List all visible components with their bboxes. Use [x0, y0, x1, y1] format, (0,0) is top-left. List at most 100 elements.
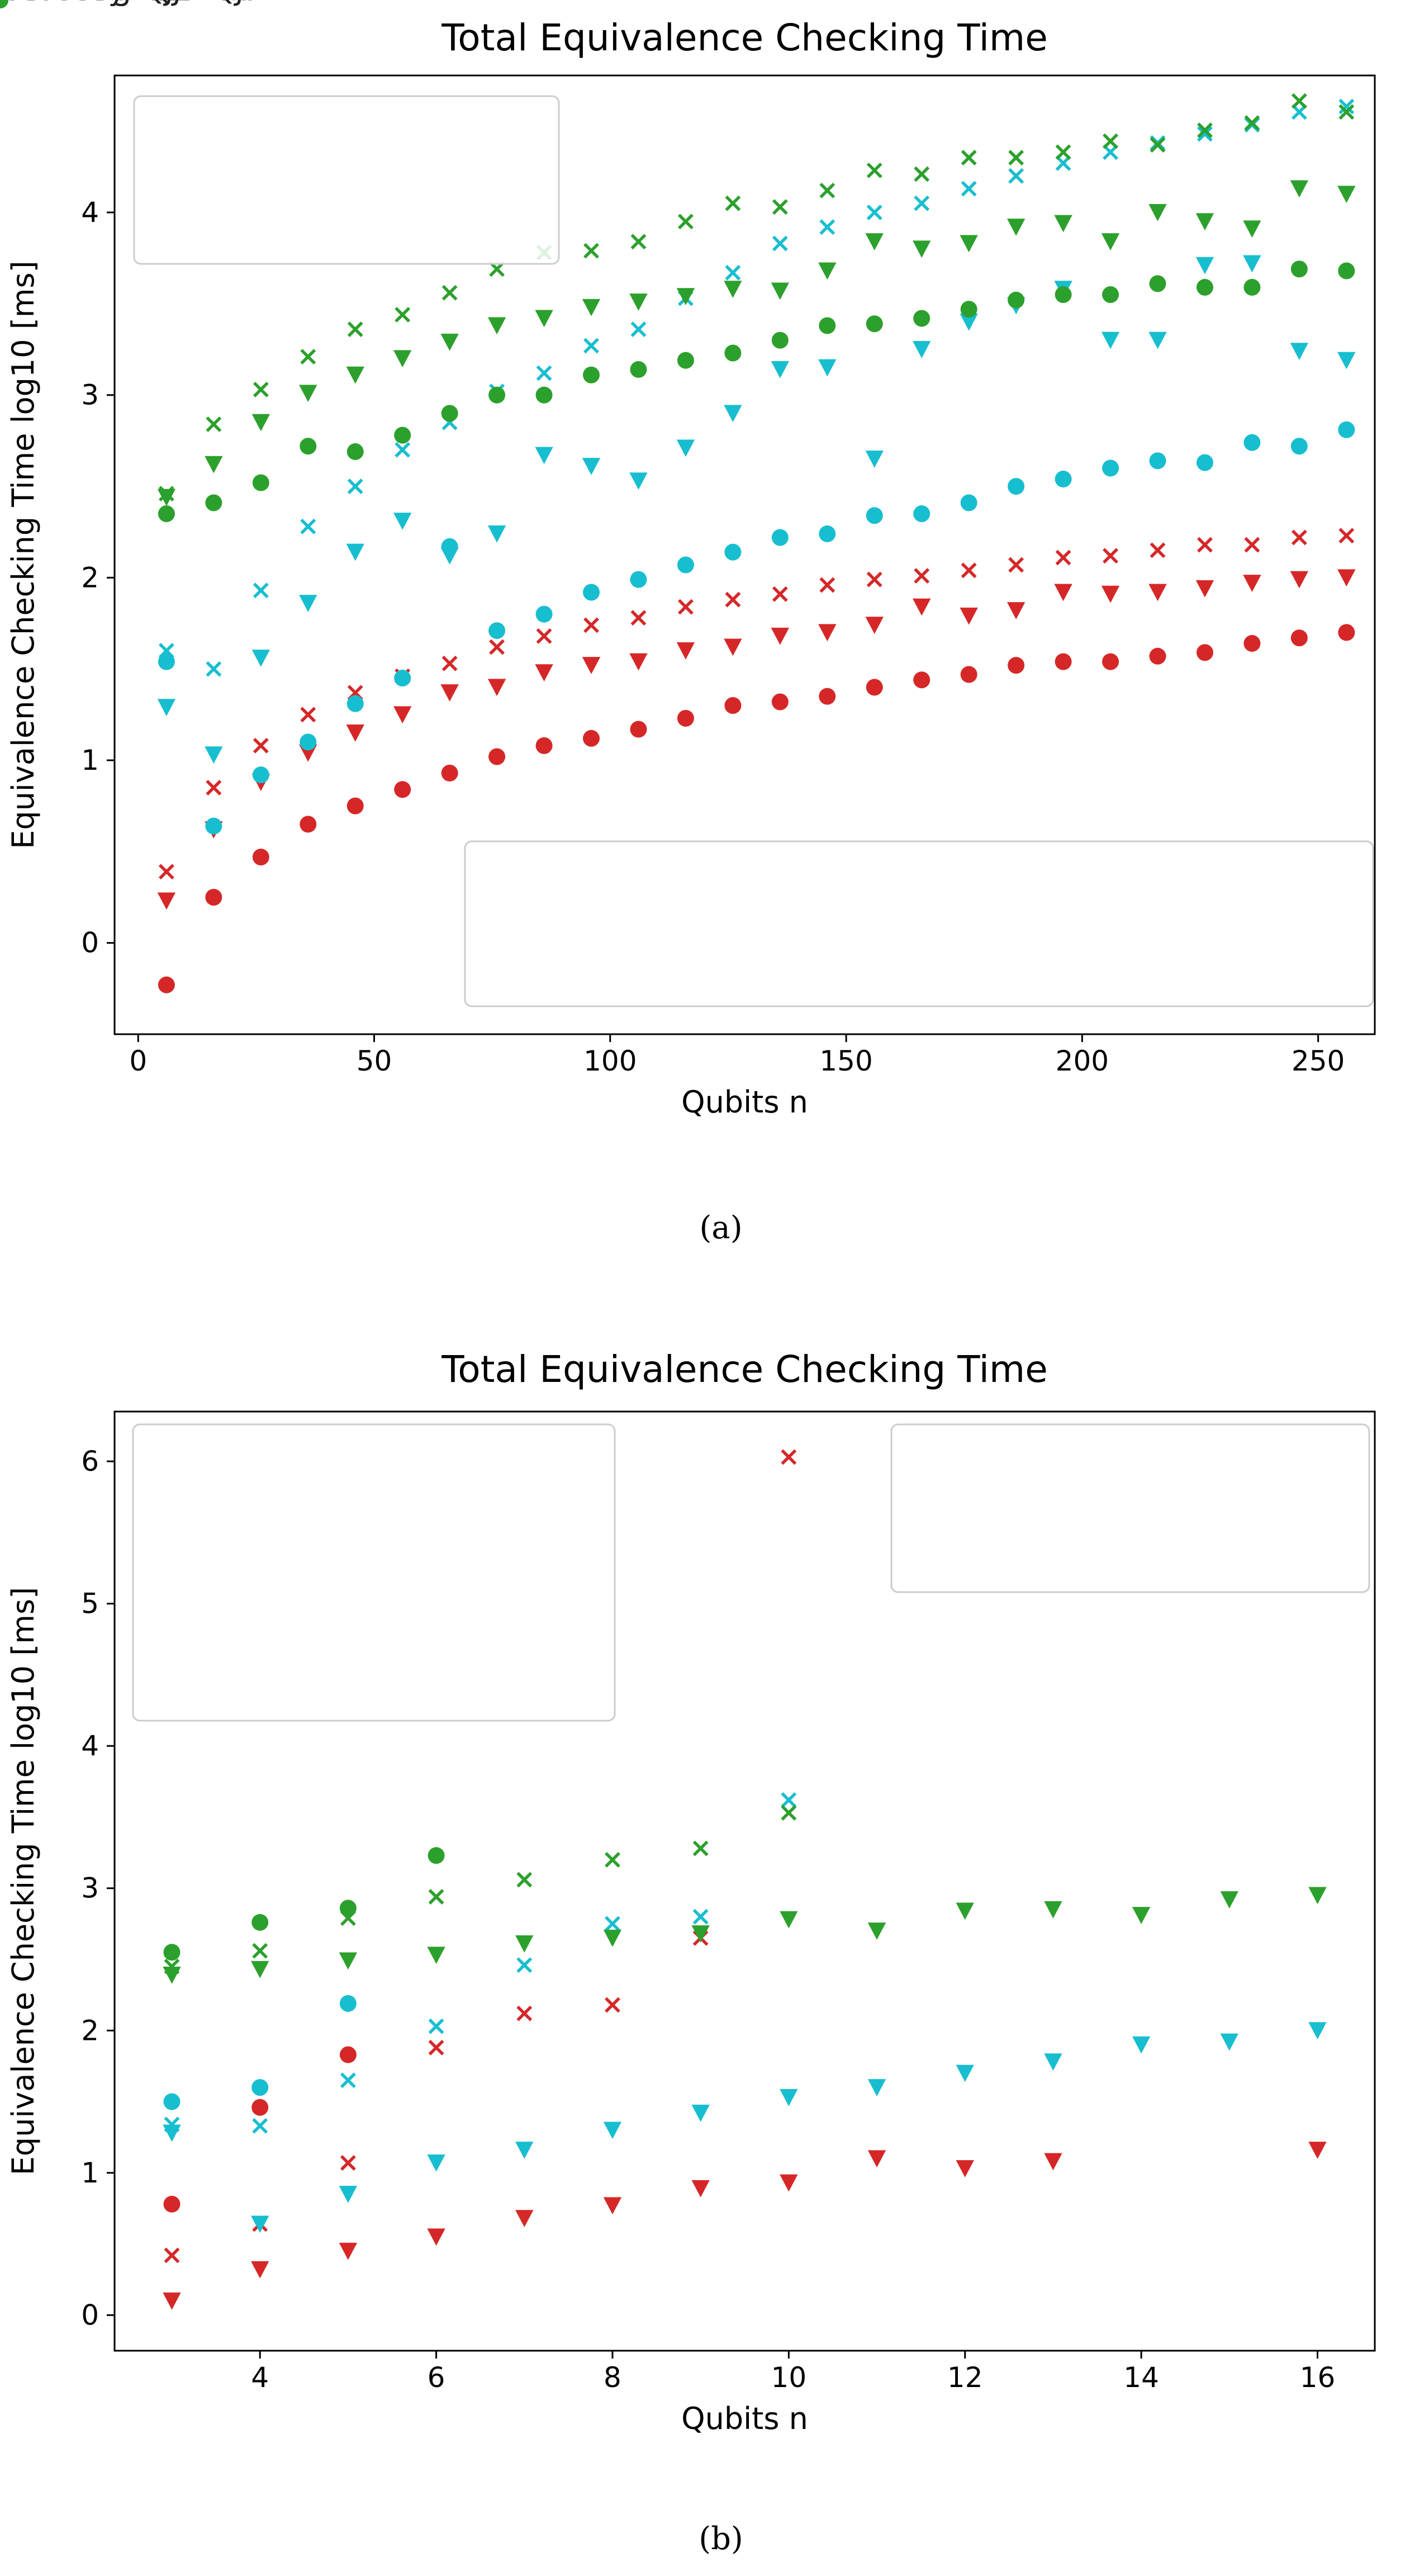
- data-point: [1055, 286, 1072, 303]
- x-axis: 4 6 8 10 12 14 16: [251, 2351, 1335, 2394]
- data-point: [676, 288, 695, 306]
- data-point: [1007, 219, 1026, 236]
- data-point: [1007, 602, 1026, 619]
- data-point: [1044, 1901, 1062, 1919]
- data-point: [1337, 569, 1356, 587]
- data-point: [724, 344, 742, 362]
- data-point: [535, 605, 553, 623]
- data-point: [1054, 215, 1072, 233]
- data-point: [487, 679, 506, 697]
- data-point: [818, 624, 837, 642]
- data-point: [516, 2005, 533, 2021]
- data-point: [347, 321, 363, 338]
- data-point: [1290, 261, 1308, 278]
- data-point: [250, 2261, 269, 2279]
- data-point: [818, 262, 837, 280]
- data-point: [440, 547, 459, 565]
- data-point: [780, 2174, 798, 2192]
- data-point: [516, 1872, 533, 1888]
- legend-label: Counting: WS: [0, 0, 197, 7]
- data-point: [781, 1805, 797, 1821]
- data-point: [441, 405, 458, 422]
- data-point: [691, 2180, 710, 2198]
- data-point: [724, 281, 742, 298]
- data-point: [583, 366, 600, 383]
- legend-upper-left: Counting: DJCounting: GHZCounting: GS: [0, 0, 560, 265]
- data-point: [1338, 528, 1355, 544]
- data-point: [605, 1916, 620, 1932]
- data-point: [1291, 529, 1307, 546]
- data-point: [535, 386, 553, 404]
- data-point: [819, 219, 835, 235]
- data-point: [819, 182, 835, 198]
- data-point: [1243, 220, 1261, 238]
- data-point: [866, 507, 883, 524]
- data-point: [866, 571, 882, 588]
- data-point: [1243, 434, 1261, 451]
- data-point: [1101, 585, 1120, 603]
- data-point: [536, 365, 552, 381]
- data-point: [300, 733, 317, 751]
- data-point: [340, 2072, 356, 2089]
- data-point: [603, 2122, 622, 2139]
- data-point: [206, 780, 222, 795]
- data-point: [772, 199, 788, 215]
- data-point: [1290, 343, 1309, 361]
- data-point: [395, 442, 411, 458]
- data-point: [630, 721, 647, 738]
- data-point: [583, 617, 599, 633]
- data-point: [914, 568, 930, 584]
- data-point: [630, 321, 647, 338]
- data-point: [605, 1852, 620, 1868]
- data-point: [394, 670, 411, 686]
- legend-entry-rgreedy-gs: RGreedy: GS: [0, 0, 183, 7]
- data-point: [724, 697, 742, 714]
- data-point: [253, 381, 269, 397]
- data-point: [488, 622, 506, 640]
- data-point: [914, 166, 930, 182]
- x-tick-label: 100: [583, 1045, 637, 1077]
- data-point: [250, 1961, 269, 1978]
- data-point: [535, 310, 553, 328]
- data-point: [163, 2292, 181, 2310]
- data-point: [867, 2150, 886, 2168]
- data-point: [300, 518, 316, 534]
- data-point: [340, 2155, 356, 2171]
- data-point: [1055, 144, 1071, 160]
- data-point: [865, 233, 884, 251]
- data-point: [677, 599, 694, 615]
- legend-entry-betweenness-ws: Betweenness: WS: [0, 0, 260, 7]
- data-point: [441, 655, 458, 671]
- legend-label: Betweenness: WS: [0, 0, 260, 7]
- data-point: [441, 285, 458, 301]
- data-point: [1150, 137, 1166, 153]
- data-point: [1132, 1907, 1151, 1924]
- legend-entry-rgreedy-ws: RGreedy: WS: [0, 0, 189, 7]
- data-point: [1102, 653, 1119, 670]
- data-point: [1044, 2053, 1062, 2071]
- data-point: [781, 1449, 797, 1465]
- data-point: [1243, 255, 1261, 273]
- data-point: [1243, 278, 1261, 296]
- data-point: [1220, 2033, 1239, 2051]
- data-point: [781, 1792, 797, 1808]
- y-tick-label: 0: [81, 2299, 99, 2331]
- data-point: [1197, 537, 1213, 553]
- data-point: [535, 447, 553, 465]
- data-point: [157, 892, 176, 910]
- data-point: [163, 2195, 181, 2213]
- data-point: [582, 657, 601, 674]
- legend-lower-right: Betweenness: DJBetweenness: GHZBetweenne…: [0, 0, 1374, 1007]
- y-tick-label: 2: [81, 561, 99, 594]
- legend-entry-counting-ws: Counting: WS: [0, 0, 197, 7]
- data-point: [961, 181, 977, 197]
- data-point: [428, 1889, 444, 1905]
- data-point: [913, 240, 931, 258]
- y-tick-label: 1: [81, 744, 99, 776]
- data-point: [583, 584, 600, 601]
- data-point: [677, 709, 694, 727]
- data-point: [1054, 584, 1072, 602]
- data-point: [866, 315, 883, 333]
- data-point: [630, 571, 647, 588]
